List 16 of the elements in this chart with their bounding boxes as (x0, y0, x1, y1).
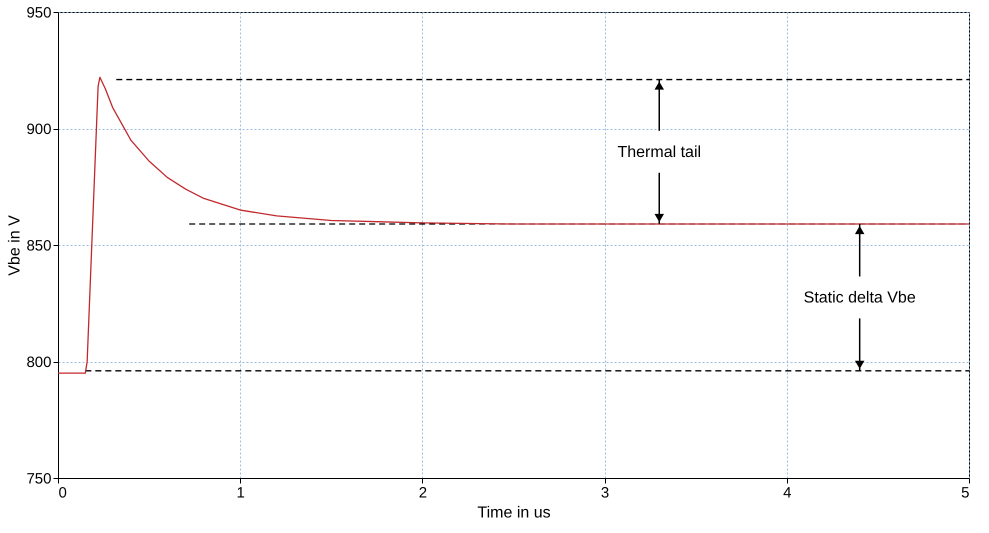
x-tick-label: 0 (58, 484, 67, 502)
y-axis-title: Vbe in V (6, 214, 24, 276)
x-tick-label: 3 (600, 484, 610, 502)
x-tick-label: 4 (783, 484, 792, 502)
y-tick-label: 750 (26, 470, 52, 488)
y-tick-label: 950 (26, 4, 52, 22)
line-series (57, 76, 970, 374)
annotation: Static delta Vbe (804, 289, 916, 306)
x-tick-label: 1 (236, 484, 245, 502)
x-axis-title: Time in us (477, 504, 551, 522)
annotation: Thermal tail (617, 144, 702, 161)
y-tick-label: 850 (26, 238, 52, 254)
x-tick-label: 2 (418, 484, 428, 502)
y-tick-label: 800 (26, 354, 52, 371)
y-tick-label: 900 (26, 121, 52, 138)
x-tick-label: 5 (961, 484, 970, 502)
